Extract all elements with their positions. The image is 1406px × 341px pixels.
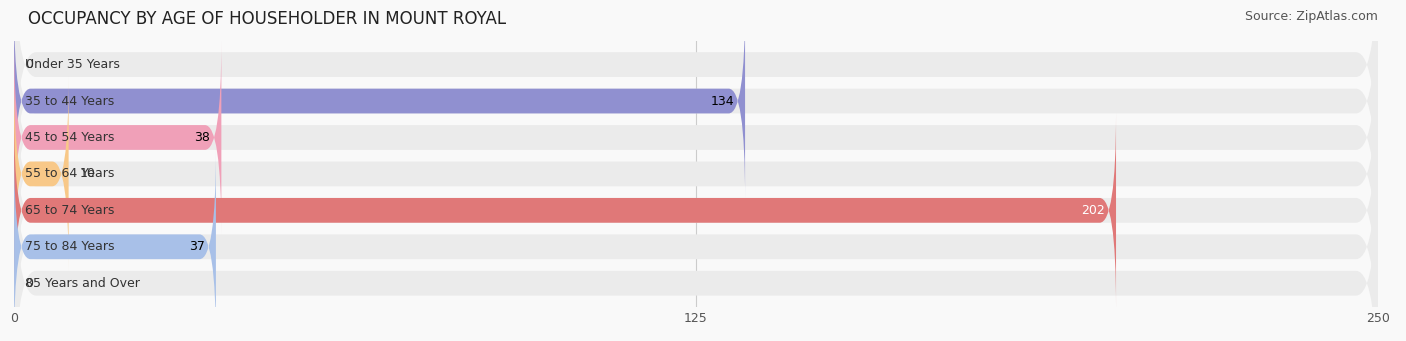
Text: OCCUPANCY BY AGE OF HOUSEHOLDER IN MOUNT ROYAL: OCCUPANCY BY AGE OF HOUSEHOLDER IN MOUNT… xyxy=(28,10,506,28)
Text: 10: 10 xyxy=(80,167,96,180)
FancyBboxPatch shape xyxy=(14,4,1378,271)
FancyBboxPatch shape xyxy=(14,77,1378,341)
Text: Source: ZipAtlas.com: Source: ZipAtlas.com xyxy=(1244,10,1378,23)
Text: 134: 134 xyxy=(710,94,734,107)
FancyBboxPatch shape xyxy=(14,150,217,341)
FancyBboxPatch shape xyxy=(14,0,1378,234)
Text: 45 to 54 Years: 45 to 54 Years xyxy=(25,131,114,144)
FancyBboxPatch shape xyxy=(14,114,1116,307)
Text: 38: 38 xyxy=(194,131,211,144)
FancyBboxPatch shape xyxy=(14,0,1378,198)
Text: 75 to 84 Years: 75 to 84 Years xyxy=(25,240,114,253)
FancyBboxPatch shape xyxy=(14,41,221,234)
Text: 202: 202 xyxy=(1081,204,1105,217)
FancyBboxPatch shape xyxy=(14,150,1378,341)
FancyBboxPatch shape xyxy=(14,114,1378,341)
FancyBboxPatch shape xyxy=(14,77,69,271)
Text: Under 35 Years: Under 35 Years xyxy=(25,58,120,71)
Text: 35 to 44 Years: 35 to 44 Years xyxy=(25,94,114,107)
Text: 85 Years and Over: 85 Years and Over xyxy=(25,277,139,290)
FancyBboxPatch shape xyxy=(14,4,745,198)
Text: 65 to 74 Years: 65 to 74 Years xyxy=(25,204,114,217)
Text: 0: 0 xyxy=(25,58,32,71)
Text: 0: 0 xyxy=(25,277,32,290)
FancyBboxPatch shape xyxy=(14,41,1378,307)
Text: 37: 37 xyxy=(190,240,205,253)
Text: 55 to 64 Years: 55 to 64 Years xyxy=(25,167,114,180)
